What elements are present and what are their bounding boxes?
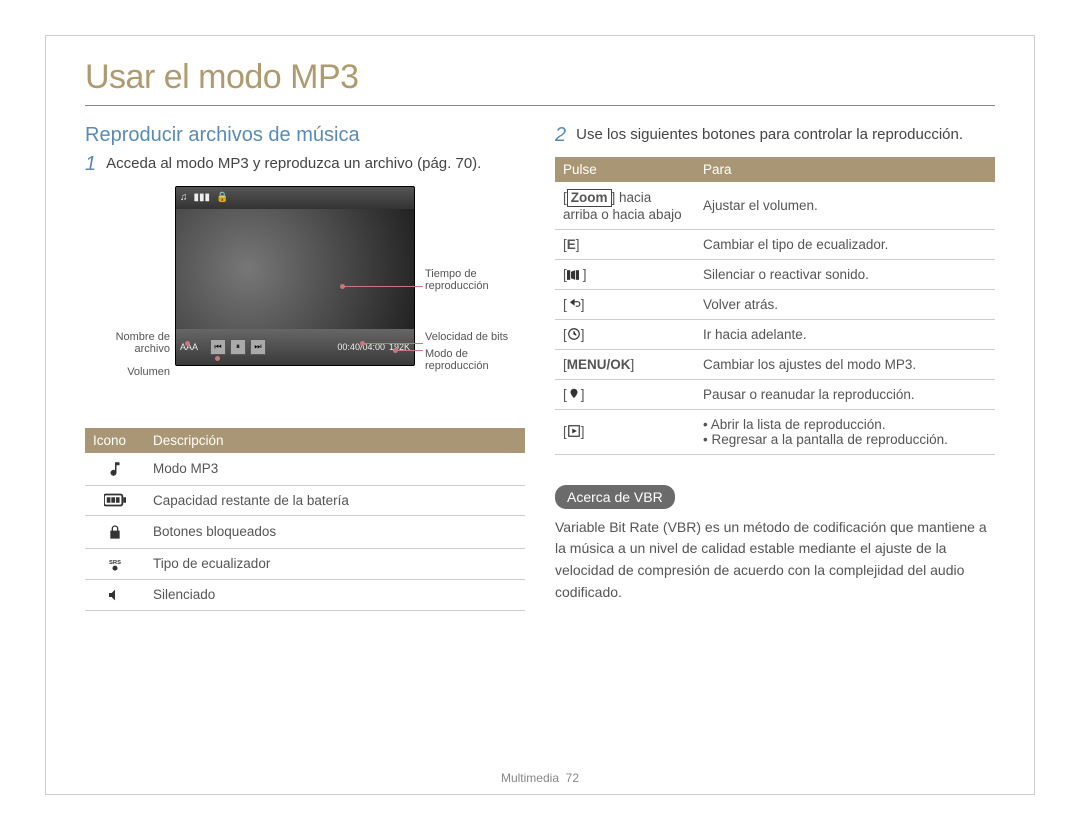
ctrl-desc-item: Abrir la lista de reproducción. [703, 417, 987, 432]
icon-desc: Modo MP3 [145, 453, 525, 486]
page-content: Usar el modo MP3 Reproducir archivos de … [55, 30, 1025, 611]
vbr-callout: Acerca de VBR Variable Bit Rate (VBR) es… [555, 485, 995, 604]
equalizer-icon: SRS [85, 548, 145, 579]
table-header-descripcion: Descripción [145, 428, 525, 453]
ctrl-desc: Pausar o reanudar la reproducción. [695, 379, 995, 409]
right-column: 2 Use los siguientes botones para contro… [555, 124, 995, 611]
table-row: [MENU/OK] Cambiar los ajustes del modo M… [555, 349, 995, 379]
footer-page: 72 [566, 771, 579, 785]
ctrl-desc: Ir hacia adelante. [695, 319, 995, 349]
step-number: 2 [555, 124, 566, 147]
ctrl-desc-item: Regresar a la pantalla de reproducción. [703, 432, 987, 447]
pause-icon: ⏸ [230, 339, 246, 355]
table-row: [] Abrir la lista de reproducción. Regre… [555, 409, 995, 454]
step-text: Acceda al modo MP3 y reproduzca un archi… [106, 153, 525, 176]
ctrl-desc: Cambiar los ajustes del modo MP3. [695, 349, 995, 379]
label-velocidad: Velocidad de bits [425, 331, 508, 343]
music-note-icon: ♫ [180, 192, 188, 203]
player-topbar: ♫ ▮▮▮ 🔒 [176, 187, 414, 209]
table-row: [E] Cambiar el tipo de ecualizador. [555, 229, 995, 259]
key-pause-icon: [] [555, 379, 695, 409]
player-screenshot-callout: ♫ ▮▮▮ 🔒 AAA ⏮ ⏸ ⏭ 00:40/04:00 192K [85, 186, 505, 416]
callout-body: Variable Bit Rate (VBR) es un método de … [555, 517, 995, 604]
label-modo: Modo de reproducción [425, 348, 515, 372]
page-footer: Multimedia 72 [0, 771, 1080, 785]
title-divider [85, 105, 995, 106]
lock-icon: 🔒 [216, 192, 228, 203]
label-volumen: Volumen [85, 366, 170, 378]
player-album-area [176, 209, 414, 329]
step-1: 1 Acceda al modo MP3 y reproduzca un arc… [85, 153, 525, 176]
table-row: SRS Tipo de ecualizador [85, 548, 525, 579]
svg-text:SRS: SRS [109, 560, 121, 566]
ctrl-desc: Abrir la lista de reproducción. Regresar… [695, 409, 995, 454]
controls-table: Pulse Para [Zoom] hacia arriba o hacia a… [555, 157, 995, 455]
table-row: Silenciado [85, 579, 525, 610]
step-2: 2 Use los siguientes botones para contro… [555, 124, 995, 147]
icon-desc: Capacidad restante de la batería [145, 485, 525, 515]
left-column: Reproducir archivos de música 1 Acceda a… [85, 124, 525, 611]
key-forward-icon: [] [555, 319, 695, 349]
key-back-icon: [] [555, 289, 695, 319]
music-icon [85, 453, 145, 486]
player-controls-bar: AAA ⏮ ⏸ ⏭ 00:40/04:00 192K [176, 329, 414, 365]
footer-section: Multimedia [501, 771, 559, 785]
player-filename: AAA [180, 342, 206, 352]
player-screenshot: ♫ ▮▮▮ 🔒 AAA ⏮ ⏸ ⏭ 00:40/04:00 192K [175, 186, 415, 366]
label-nombre: Nombre de archivo [85, 331, 170, 355]
table-header-para: Para [695, 157, 995, 182]
table-row: [] Volver atrás. [555, 289, 995, 319]
label-tiempo: Tiempo de reproducción [425, 268, 505, 292]
icon-desc: Botones bloqueados [145, 515, 525, 548]
lock-icon [85, 515, 145, 548]
key-mute-icon: [] [555, 259, 695, 289]
icon-description-table: Icono Descripción Modo MP3 [85, 428, 525, 611]
icon-desc: Tipo de ecualizador [145, 548, 525, 579]
table-row: [] Pausar o reanudar la reproducción. [555, 379, 995, 409]
key-e: [E] [555, 229, 695, 259]
key-menu-ok: [MENU/OK] [555, 349, 695, 379]
table-header-pulse: Pulse [555, 157, 695, 182]
table-row: [] Ir hacia adelante. [555, 319, 995, 349]
next-icon: ⏭ [250, 339, 266, 355]
table-row: [Zoom] hacia arriba o hacia abajo Ajusta… [555, 182, 995, 230]
two-column-layout: Reproducir archivos de música 1 Acceda a… [85, 124, 995, 611]
table-row: Botones bloqueados [85, 515, 525, 548]
battery-icon: ▮▮▮ [194, 192, 211, 203]
mute-icon [85, 579, 145, 610]
icon-desc: Silenciado [145, 579, 525, 610]
ctrl-desc: Silenciar o reactivar sonido. [695, 259, 995, 289]
ctrl-desc: Cambiar el tipo de ecualizador. [695, 229, 995, 259]
table-row: [] Silenciar o reactivar sonido. [555, 259, 995, 289]
key-playlist-icon: [] [555, 409, 695, 454]
table-row: Modo MP3 [85, 453, 525, 486]
table-header-icono: Icono [85, 428, 145, 453]
ctrl-desc: Ajustar el volumen. [695, 182, 995, 230]
step-text: Use los siguientes botones para controla… [576, 124, 995, 147]
battery-icon [85, 485, 145, 515]
table-row: Capacidad restante de la batería [85, 485, 525, 515]
ctrl-desc: Volver atrás. [695, 289, 995, 319]
step-number: 1 [85, 153, 96, 176]
key-zoom: [Zoom] hacia arriba o hacia abajo [555, 182, 695, 230]
callout-title: Acerca de VBR [555, 485, 675, 509]
prev-icon: ⏮ [210, 339, 226, 355]
section-subheading: Reproducir archivos de música [85, 124, 525, 147]
page-title: Usar el modo MP3 [85, 58, 995, 97]
